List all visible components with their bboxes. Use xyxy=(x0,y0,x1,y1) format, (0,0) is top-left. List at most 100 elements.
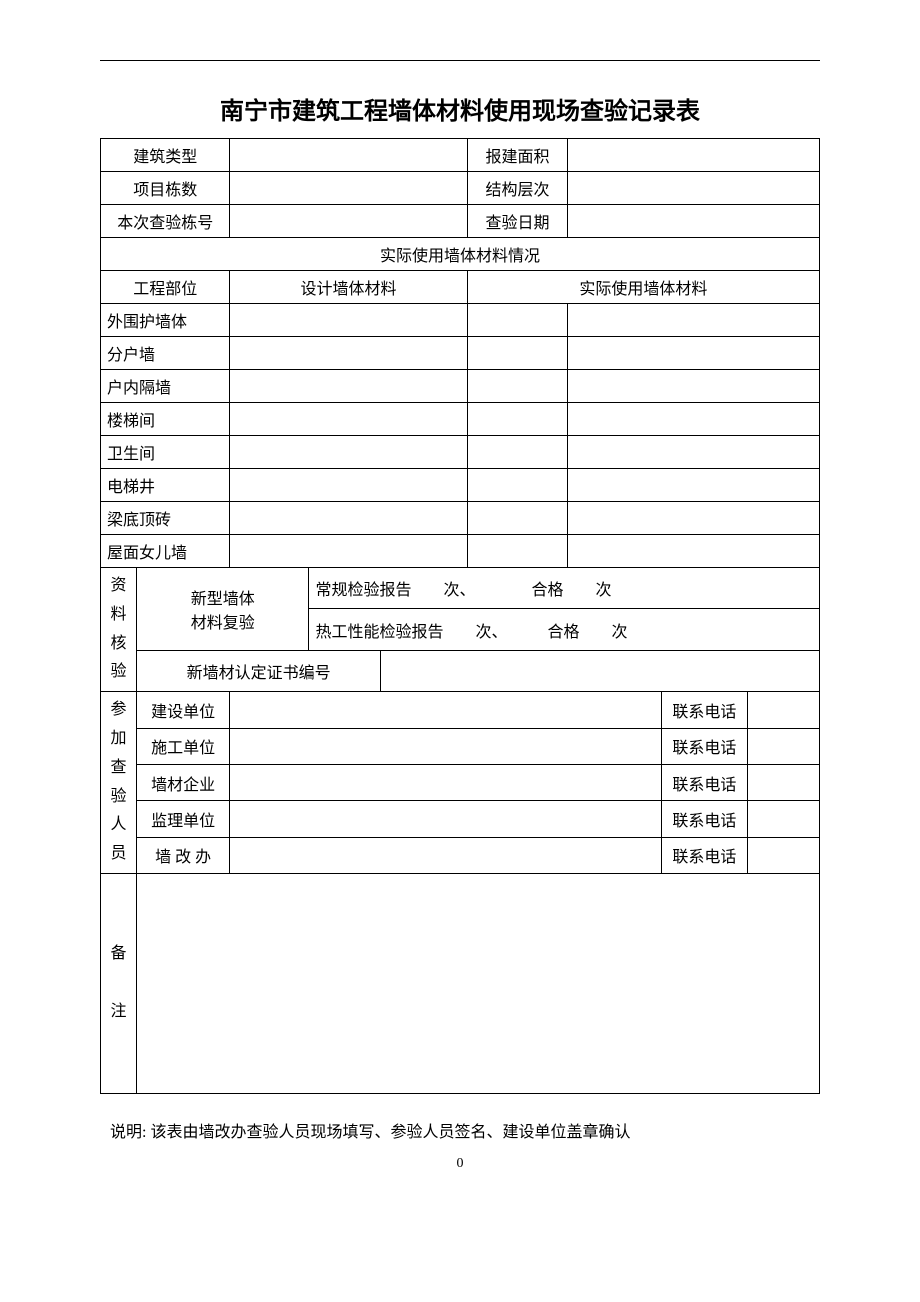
part-name: 分户墙 xyxy=(101,337,230,370)
participant-phone-input[interactable] xyxy=(748,692,820,728)
part-actual-input-1[interactable] xyxy=(467,436,568,469)
retest-label: 新型墙体 材料复验 xyxy=(136,568,309,651)
part-design-input[interactable] xyxy=(230,436,467,469)
part-actual-input-2[interactable] xyxy=(568,304,820,337)
part-design-input[interactable] xyxy=(230,337,467,370)
part-design-input[interactable] xyxy=(230,370,467,403)
participants-group-label: 参 加 查 验 人 员 xyxy=(101,692,137,874)
material-check-row-1: 资 料 核 验 新型墙体 材料复验 常规检验报告 次、 合格 次 xyxy=(101,568,820,609)
part-actual-input-2[interactable] xyxy=(568,370,820,403)
header-row-1: 建筑类型 报建面积 xyxy=(101,139,820,172)
part-design-input[interactable] xyxy=(230,469,467,502)
participant-phone-label: 联系电话 xyxy=(661,764,747,800)
part-actual-input-2[interactable] xyxy=(568,502,820,535)
part-row: 外围护墙体 xyxy=(101,304,820,337)
page-number: 0 xyxy=(100,1156,820,1172)
part-design-input[interactable] xyxy=(230,403,467,436)
material-check-row-3: 新墙材认定证书编号 xyxy=(101,650,820,691)
participant-phone-label: 联系电话 xyxy=(661,692,747,728)
material-check-group-label: 资 料 核 验 xyxy=(101,568,137,692)
building-type-input[interactable] xyxy=(230,139,467,172)
part-actual-input-2[interactable] xyxy=(568,403,820,436)
participant-phone-input[interactable] xyxy=(748,728,820,764)
participant-row: 监理单位 联系电话 xyxy=(101,801,820,837)
part-name: 户内隔墙 xyxy=(101,370,230,403)
reported-area-input[interactable] xyxy=(568,139,820,172)
inspection-form-table: 建筑类型 报建面积 项目栋数 结构层次 本次查验栋号 查验日期 实际使用墙体材料… xyxy=(100,138,820,1094)
participant-name-input[interactable] xyxy=(230,728,661,764)
part-design-input[interactable] xyxy=(230,304,467,337)
participant-name-input[interactable] xyxy=(230,692,661,728)
participant-row: 参 加 查 验 人 员 建设单位 联系电话 xyxy=(101,692,820,728)
participant-phone-label: 联系电话 xyxy=(661,728,747,764)
project-count-label: 项目栋数 xyxy=(101,172,230,205)
participant-phone-label: 联系电话 xyxy=(661,837,747,873)
participant-name-input[interactable] xyxy=(230,764,661,800)
col-design-label: 设计墙体材料 xyxy=(230,271,467,304)
reported-area-label: 报建面积 xyxy=(467,139,568,172)
participant-name-input[interactable] xyxy=(230,801,661,837)
participant-row: 墙 改 办 联系电话 xyxy=(101,837,820,873)
part-row: 电梯井 xyxy=(101,469,820,502)
participant-role: 建设单位 xyxy=(136,692,229,728)
participant-phone-input[interactable] xyxy=(748,837,820,873)
participant-phone-input[interactable] xyxy=(748,801,820,837)
part-row: 分户墙 xyxy=(101,337,820,370)
part-row: 户内隔墙 xyxy=(101,370,820,403)
part-row: 屋面女儿墙 xyxy=(101,535,820,568)
inspection-building-no-label: 本次查验栋号 xyxy=(101,205,230,238)
participant-row: 墙材企业 联系电话 xyxy=(101,764,820,800)
remarks-input[interactable] xyxy=(136,873,819,1093)
part-actual-input-1[interactable] xyxy=(467,535,568,568)
header-row-3: 本次查验栋号 查验日期 xyxy=(101,205,820,238)
column-header-row: 工程部位 设计墙体材料 实际使用墙体材料 xyxy=(101,271,820,304)
part-row: 梁底顶砖 xyxy=(101,502,820,535)
cert-no-label: 新墙材认定证书编号 xyxy=(136,650,380,691)
col-part-label: 工程部位 xyxy=(101,271,230,304)
part-design-input[interactable] xyxy=(230,502,467,535)
part-actual-input-1[interactable] xyxy=(467,337,568,370)
col-actual-label: 实际使用墙体材料 xyxy=(467,271,819,304)
remarks-label: 备 注 xyxy=(101,873,137,1093)
building-type-label: 建筑类型 xyxy=(101,139,230,172)
part-row: 卫生间 xyxy=(101,436,820,469)
part-actual-input-1[interactable] xyxy=(467,403,568,436)
part-actual-input-2[interactable] xyxy=(568,337,820,370)
part-actual-input-1[interactable] xyxy=(467,370,568,403)
part-actual-input-2[interactable] xyxy=(568,469,820,502)
participant-row: 施工单位 联系电话 xyxy=(101,728,820,764)
part-name: 外围护墙体 xyxy=(101,304,230,337)
part-name: 屋面女儿墙 xyxy=(101,535,230,568)
project-count-input[interactable] xyxy=(230,172,467,205)
page-title: 南宁市建筑工程墙体材料使用现场查验记录表 xyxy=(100,91,820,126)
part-name: 楼梯间 xyxy=(101,403,230,436)
part-name: 电梯井 xyxy=(101,469,230,502)
part-name: 卫生间 xyxy=(101,436,230,469)
participant-role: 监理单位 xyxy=(136,801,229,837)
structure-floors-label: 结构层次 xyxy=(467,172,568,205)
participant-name-input[interactable] xyxy=(230,837,661,873)
regular-report[interactable]: 常规检验报告 次、 合格 次 xyxy=(309,568,820,609)
inspection-date-input[interactable] xyxy=(568,205,820,238)
part-actual-input-2[interactable] xyxy=(568,535,820,568)
part-actual-input-1[interactable] xyxy=(467,469,568,502)
part-design-input[interactable] xyxy=(230,535,467,568)
part-actual-input-1[interactable] xyxy=(467,502,568,535)
part-row: 楼梯间 xyxy=(101,403,820,436)
participant-role: 施工单位 xyxy=(136,728,229,764)
participant-phone-input[interactable] xyxy=(748,764,820,800)
section-title: 实际使用墙体材料情况 xyxy=(101,238,820,271)
inspection-date-label: 查验日期 xyxy=(467,205,568,238)
participant-role: 墙材企业 xyxy=(136,764,229,800)
thermal-report[interactable]: 热工性能检验报告 次、 合格 次 xyxy=(309,609,820,650)
participant-phone-label: 联系电话 xyxy=(661,801,747,837)
footer-note: 说明: 该表由墙改办查验人员现场填写、参验人员签名、建设单位盖章确认 xyxy=(100,1118,820,1142)
header-row-2: 项目栋数 结构层次 xyxy=(101,172,820,205)
participant-role: 墙 改 办 xyxy=(136,837,229,873)
part-actual-input-2[interactable] xyxy=(568,436,820,469)
structure-floors-input[interactable] xyxy=(568,172,820,205)
part-actual-input-1[interactable] xyxy=(467,304,568,337)
inspection-building-no-input[interactable] xyxy=(230,205,467,238)
cert-no-input[interactable] xyxy=(381,650,820,691)
part-name: 梁底顶砖 xyxy=(101,502,230,535)
